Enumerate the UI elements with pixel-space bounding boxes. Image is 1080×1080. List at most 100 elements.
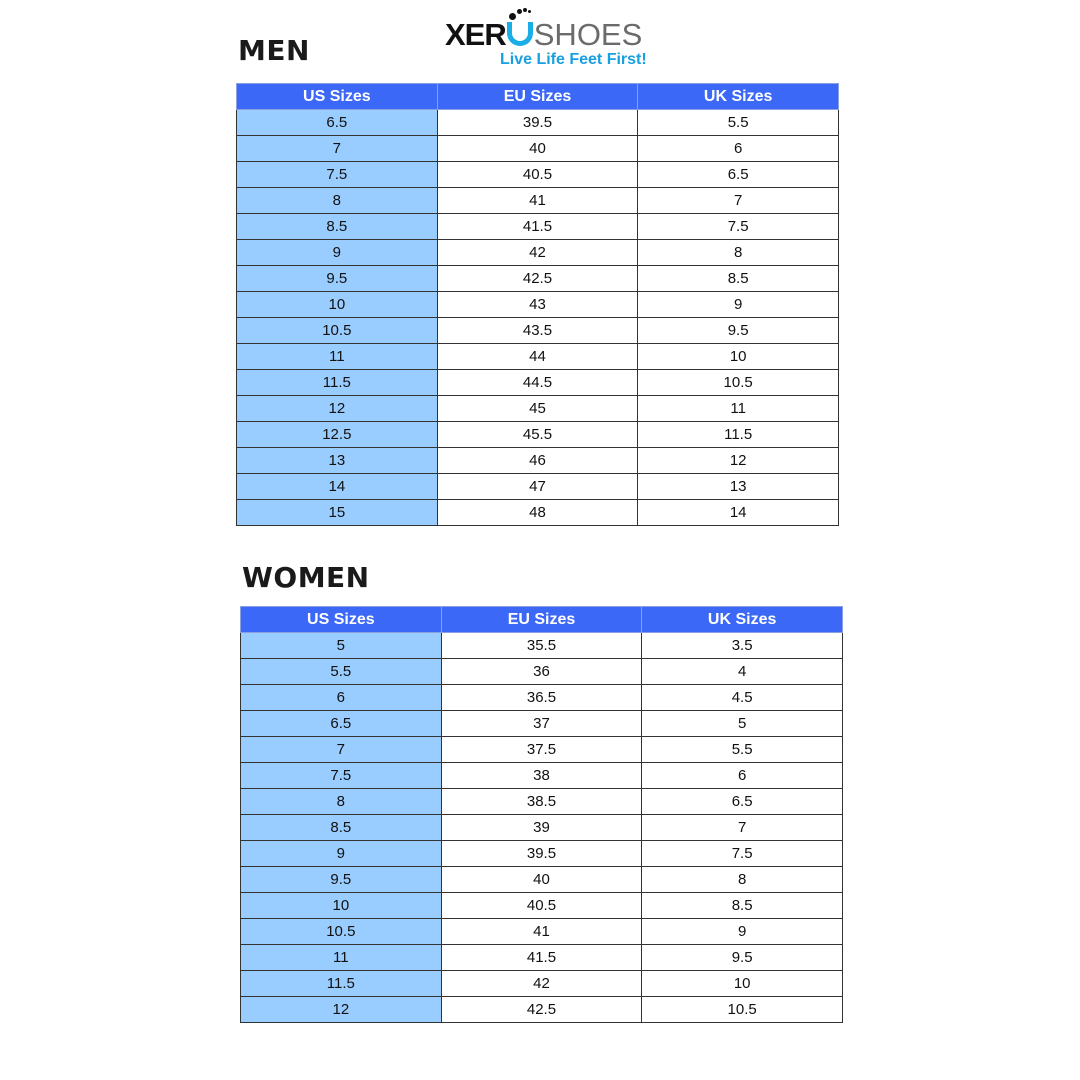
eu-size-cell: 46 bbox=[436, 447, 639, 474]
table-row: 7.5 40.5 6.5 bbox=[236, 161, 839, 188]
men-title: MEN bbox=[238, 34, 310, 67]
uk-size-cell: 9.5 bbox=[637, 317, 839, 344]
us-size-cell: 10.5 bbox=[236, 317, 438, 344]
uk-size-cell: 10 bbox=[637, 343, 839, 370]
uk-size-cell: 12 bbox=[637, 447, 839, 474]
table-row: 12.5 45.5 11.5 bbox=[236, 421, 839, 448]
table-row: 10.5 43.5 9.5 bbox=[236, 317, 839, 344]
us-size-cell: 6.5 bbox=[236, 109, 438, 136]
column-header: UK Sizes bbox=[637, 83, 839, 110]
us-size-cell: 11 bbox=[240, 944, 442, 971]
uk-size-cell: 10 bbox=[641, 970, 843, 997]
column-header: US Sizes bbox=[236, 83, 438, 110]
uk-size-cell: 11.5 bbox=[637, 421, 839, 448]
table-row: 6 36.5 4.5 bbox=[240, 684, 843, 711]
eu-size-cell: 36 bbox=[440, 658, 643, 685]
xero-shoes-logo: XER SHOES Live Life Feet First! bbox=[445, 8, 647, 73]
eu-size-cell: 40.5 bbox=[436, 161, 639, 188]
eu-size-cell: 41 bbox=[436, 187, 639, 214]
eu-size-cell: 43 bbox=[436, 291, 639, 318]
column-header: US Sizes bbox=[240, 606, 442, 633]
us-size-cell: 12.5 bbox=[236, 421, 438, 448]
uk-size-cell: 9 bbox=[637, 291, 839, 318]
uk-size-cell: 7 bbox=[637, 187, 839, 214]
eu-size-cell: 40.5 bbox=[440, 892, 643, 919]
column-header: EU Sizes bbox=[436, 83, 639, 110]
table-row: 8.5 41.5 7.5 bbox=[236, 213, 839, 240]
eu-size-cell: 42.5 bbox=[440, 996, 643, 1023]
us-size-cell: 7.5 bbox=[236, 161, 438, 188]
eu-size-cell: 45.5 bbox=[436, 421, 639, 448]
eu-size-cell: 40 bbox=[440, 866, 643, 893]
women-title: WOMEN bbox=[242, 561, 370, 594]
eu-size-cell: 36.5 bbox=[440, 684, 643, 711]
eu-size-cell: 45 bbox=[436, 395, 639, 422]
uk-size-cell: 8.5 bbox=[641, 892, 843, 919]
uk-size-cell: 4 bbox=[641, 658, 843, 685]
us-size-cell: 5.5 bbox=[240, 658, 442, 685]
eu-size-cell: 47 bbox=[436, 473, 639, 500]
us-size-cell: 10 bbox=[240, 892, 442, 919]
table-row: 10 43 9 bbox=[236, 291, 839, 318]
header-row: US Sizes EU Sizes UK Sizes bbox=[236, 83, 839, 110]
logo-tagline: Live Life Feet First! bbox=[500, 51, 647, 68]
us-size-cell: 6 bbox=[240, 684, 442, 711]
us-size-cell: 9.5 bbox=[236, 265, 438, 292]
uk-size-cell: 8 bbox=[637, 239, 839, 266]
header-row: US Sizes EU Sizes UK Sizes bbox=[240, 606, 843, 633]
uk-size-cell: 8 bbox=[641, 866, 843, 893]
men-size-table: US Sizes EU Sizes UK Sizes 6.5 39.5 5.5 7 40 6 7.… bbox=[236, 83, 839, 526]
uk-size-cell: 9 bbox=[641, 918, 843, 945]
eu-size-cell: 42 bbox=[440, 970, 643, 997]
uk-size-cell: 6 bbox=[637, 135, 839, 162]
us-size-cell: 12 bbox=[236, 395, 438, 422]
table-row: 8.5 39 7 bbox=[240, 814, 843, 841]
us-size-cell: 7.5 bbox=[240, 762, 442, 789]
table-row: 12 45 11 bbox=[236, 395, 839, 422]
logo-shoes: SHOES bbox=[533, 17, 643, 52]
uk-size-cell: 6.5 bbox=[641, 788, 843, 815]
uk-size-cell: 10.5 bbox=[641, 996, 843, 1023]
uk-size-cell: 7.5 bbox=[641, 840, 843, 867]
uk-size-cell: 8.5 bbox=[637, 265, 839, 292]
us-size-cell: 8 bbox=[236, 187, 438, 214]
eu-size-cell: 42 bbox=[436, 239, 639, 266]
uk-size-cell: 14 bbox=[637, 499, 839, 526]
table-row: 15 48 14 bbox=[236, 499, 839, 526]
us-size-cell: 8.5 bbox=[240, 814, 442, 841]
table-row: 5.5 36 4 bbox=[240, 658, 843, 685]
uk-size-cell: 9.5 bbox=[641, 944, 843, 971]
us-size-cell: 11.5 bbox=[240, 970, 442, 997]
table-row: 7 40 6 bbox=[236, 135, 839, 162]
eu-size-cell: 38 bbox=[440, 762, 643, 789]
us-size-cell: 12 bbox=[240, 996, 442, 1023]
eu-size-cell: 41.5 bbox=[440, 944, 643, 971]
us-size-cell: 8.5 bbox=[236, 213, 438, 240]
table-row: 11 44 10 bbox=[236, 343, 839, 370]
eu-size-cell: 43.5 bbox=[436, 317, 639, 344]
eu-size-cell: 37 bbox=[440, 710, 643, 737]
women-size-table: US Sizes EU Sizes UK Sizes 5 35.5 3.5 5.5 36 4 6 3… bbox=[240, 606, 843, 1023]
eu-size-cell: 38.5 bbox=[440, 788, 643, 815]
eu-size-cell: 39.5 bbox=[440, 840, 643, 867]
table-row: 9 39.5 7.5 bbox=[240, 840, 843, 867]
us-size-cell: 14 bbox=[236, 473, 438, 500]
table-row: 10.5 41 9 bbox=[240, 918, 843, 945]
uk-size-cell: 4.5 bbox=[641, 684, 843, 711]
uk-size-cell: 6.5 bbox=[637, 161, 839, 188]
uk-size-cell: 11 bbox=[637, 395, 839, 422]
uk-size-cell: 6 bbox=[641, 762, 843, 789]
eu-size-cell: 41.5 bbox=[436, 213, 639, 240]
column-header: EU Sizes bbox=[440, 606, 643, 633]
us-size-cell: 13 bbox=[236, 447, 438, 474]
uk-size-cell: 3.5 bbox=[641, 632, 843, 659]
eu-size-cell: 42.5 bbox=[436, 265, 639, 292]
eu-size-cell: 48 bbox=[436, 499, 639, 526]
table-row: 11.5 42 10 bbox=[240, 970, 843, 997]
us-size-cell: 5 bbox=[240, 632, 442, 659]
us-size-cell: 8 bbox=[240, 788, 442, 815]
table-row: 6.5 39.5 5.5 bbox=[236, 109, 839, 136]
logo-xer: XER bbox=[445, 17, 507, 52]
us-size-cell: 15 bbox=[236, 499, 438, 526]
